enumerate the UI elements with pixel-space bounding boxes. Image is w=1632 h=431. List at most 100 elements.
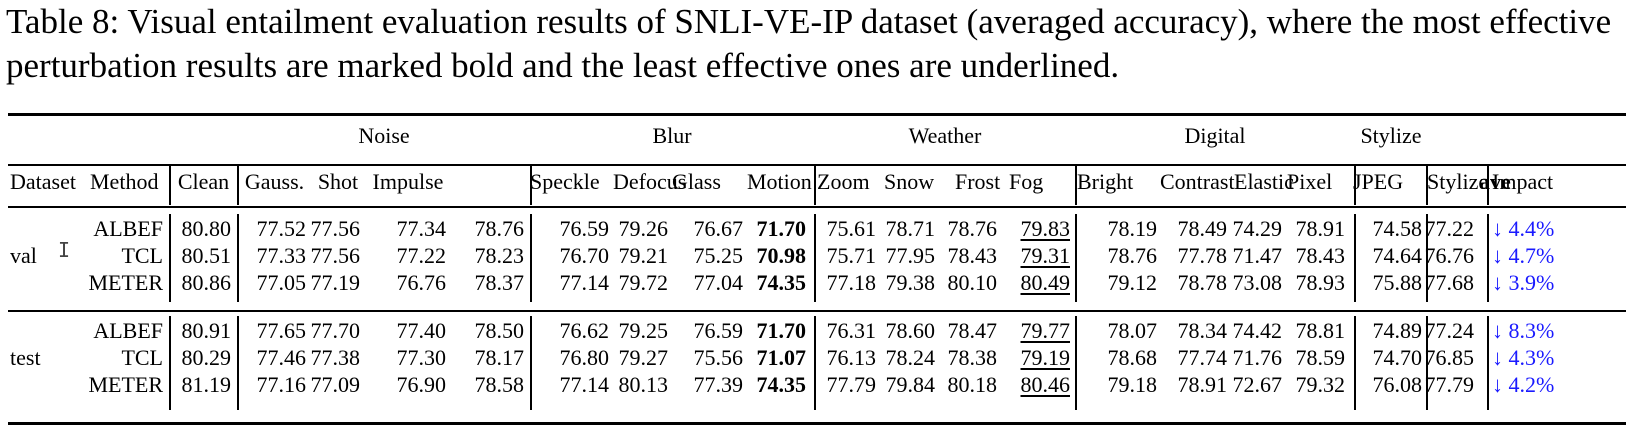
section-rule bbox=[8, 310, 1626, 312]
column-header: Snow bbox=[884, 169, 935, 194]
method-name: ALBEF bbox=[93, 318, 163, 343]
column-header: Speckle bbox=[530, 169, 600, 194]
column-header: Frost bbox=[955, 169, 1001, 194]
table-cell: 78.50 bbox=[474, 318, 525, 343]
column-divider bbox=[237, 166, 239, 205]
table-cell: 77.68 bbox=[1424, 270, 1475, 295]
table-cell: 79.83 bbox=[1020, 216, 1071, 241]
column-divider bbox=[814, 214, 816, 302]
column-divider bbox=[1487, 166, 1489, 205]
column-divider bbox=[814, 166, 816, 205]
method-name: TCL bbox=[121, 243, 163, 268]
bottom-rule bbox=[8, 422, 1626, 425]
table-cell: 80.49 bbox=[1020, 270, 1071, 295]
table-cell: 78.91 bbox=[1295, 216, 1346, 241]
impact-value: ↓ 4.7% bbox=[1492, 243, 1555, 268]
table-cell: 76.90 bbox=[396, 372, 447, 397]
group-header: Stylize bbox=[1360, 123, 1422, 148]
table-cell: 75.61 bbox=[826, 216, 877, 241]
column-divider bbox=[1487, 214, 1489, 302]
table-cell: 77.16 bbox=[256, 372, 307, 397]
table-cell: 77.34 bbox=[396, 216, 447, 241]
table-cell: 78.43 bbox=[1295, 243, 1346, 268]
table-cell: 76.62 bbox=[559, 318, 610, 343]
table-cell: 78.49 bbox=[1177, 216, 1228, 241]
table-cell: 75.88 bbox=[1372, 270, 1423, 295]
table-cell: 78.17 bbox=[474, 345, 525, 370]
column-divider bbox=[1354, 316, 1356, 410]
table-cell: 77.95 bbox=[885, 243, 936, 268]
table-cell: 78.78 bbox=[1177, 270, 1228, 295]
table-cell: 74.64 bbox=[1372, 243, 1423, 268]
table-cell: 78.91 bbox=[1177, 372, 1228, 397]
table-cell: 79.18 bbox=[1107, 372, 1158, 397]
column-header: Bright bbox=[1077, 169, 1134, 194]
table-cell: 77.33 bbox=[256, 243, 307, 268]
table-cell: 78.38 bbox=[947, 345, 998, 370]
column-divider bbox=[1075, 316, 1077, 410]
column-header: Impact bbox=[1492, 169, 1554, 194]
table-cell: 80.29 bbox=[181, 345, 232, 370]
group-header: Noise bbox=[358, 123, 410, 148]
table-cell: 75.71 bbox=[826, 243, 877, 268]
column-divider bbox=[169, 166, 171, 205]
table-cell: 78.76 bbox=[474, 216, 525, 241]
table-cell: 80.91 bbox=[181, 318, 232, 343]
table-cell: 78.81 bbox=[1295, 318, 1346, 343]
table-cell: 78.60 bbox=[885, 318, 936, 343]
column-divider bbox=[1426, 316, 1428, 410]
table-cell: 79.26 bbox=[618, 216, 669, 241]
table-cell: 79.19 bbox=[1020, 345, 1071, 370]
column-header: Fog bbox=[1009, 169, 1044, 194]
table-cell: 77.22 bbox=[396, 243, 447, 268]
table-cell: 78.34 bbox=[1177, 318, 1228, 343]
table-cell: 80.51 bbox=[181, 243, 232, 268]
column-header: Pixel bbox=[1287, 169, 1333, 194]
table-cell: 79.84 bbox=[885, 372, 936, 397]
table-cell: 77.79 bbox=[826, 372, 877, 397]
table-cell: 76.76 bbox=[1424, 243, 1475, 268]
table-cell: 81.19 bbox=[181, 372, 232, 397]
column-header: Method bbox=[90, 169, 159, 194]
table-cell: 75.56 bbox=[693, 345, 744, 370]
table-cell: 79.31 bbox=[1020, 243, 1071, 268]
column-header: Clean bbox=[177, 169, 230, 194]
dataset-label: test bbox=[10, 345, 41, 370]
table-cell: 76.31 bbox=[826, 318, 877, 343]
table-cell: 78.24 bbox=[885, 345, 936, 370]
table-cell: 78.19 bbox=[1107, 216, 1158, 241]
table-cell: 73.08 bbox=[1232, 270, 1283, 295]
table-cell: 80.80 bbox=[181, 216, 232, 241]
table-cell: 71.47 bbox=[1232, 243, 1283, 268]
column-header: Zoom bbox=[817, 169, 870, 194]
impact-value: ↓ 4.3% bbox=[1492, 345, 1555, 370]
table-cell: 80.10 bbox=[947, 270, 998, 295]
impact-value: ↓ 3.9% bbox=[1492, 270, 1555, 295]
table-cell: 77.46 bbox=[256, 345, 307, 370]
table-cell: 74.58 bbox=[1372, 216, 1423, 241]
table-cell: 80.86 bbox=[181, 270, 232, 295]
table-caption: Table 8: Visual entailment evaluation re… bbox=[6, 2, 1612, 85]
table-cell: 79.32 bbox=[1295, 372, 1346, 397]
impact-value: ↓ 8.3% bbox=[1492, 318, 1555, 343]
table-cell: 78.59 bbox=[1295, 345, 1346, 370]
group-header: Blur bbox=[652, 123, 692, 148]
group-header: Weather bbox=[908, 123, 982, 148]
table-cell: 71.70 bbox=[756, 216, 807, 241]
column-header: Shot bbox=[317, 169, 359, 194]
table-cell: 76.08 bbox=[1372, 372, 1423, 397]
table-cell: 80.46 bbox=[1020, 372, 1071, 397]
method-name: TCL bbox=[121, 345, 163, 370]
column-header: Defocus bbox=[613, 169, 687, 194]
table-cell: 77.14 bbox=[559, 270, 610, 295]
table-cell: 77.70 bbox=[310, 318, 361, 343]
table-cell: 77.65 bbox=[256, 318, 307, 343]
column-divider bbox=[237, 214, 239, 302]
table-cell: 79.25 bbox=[618, 318, 669, 343]
table-cell: 76.85 bbox=[1424, 345, 1475, 370]
column-header: Elastic bbox=[1234, 169, 1294, 194]
table-cell: 78.76 bbox=[947, 216, 998, 241]
column-divider bbox=[530, 214, 532, 302]
header-rule bbox=[8, 206, 1626, 208]
column-divider bbox=[1426, 166, 1428, 205]
